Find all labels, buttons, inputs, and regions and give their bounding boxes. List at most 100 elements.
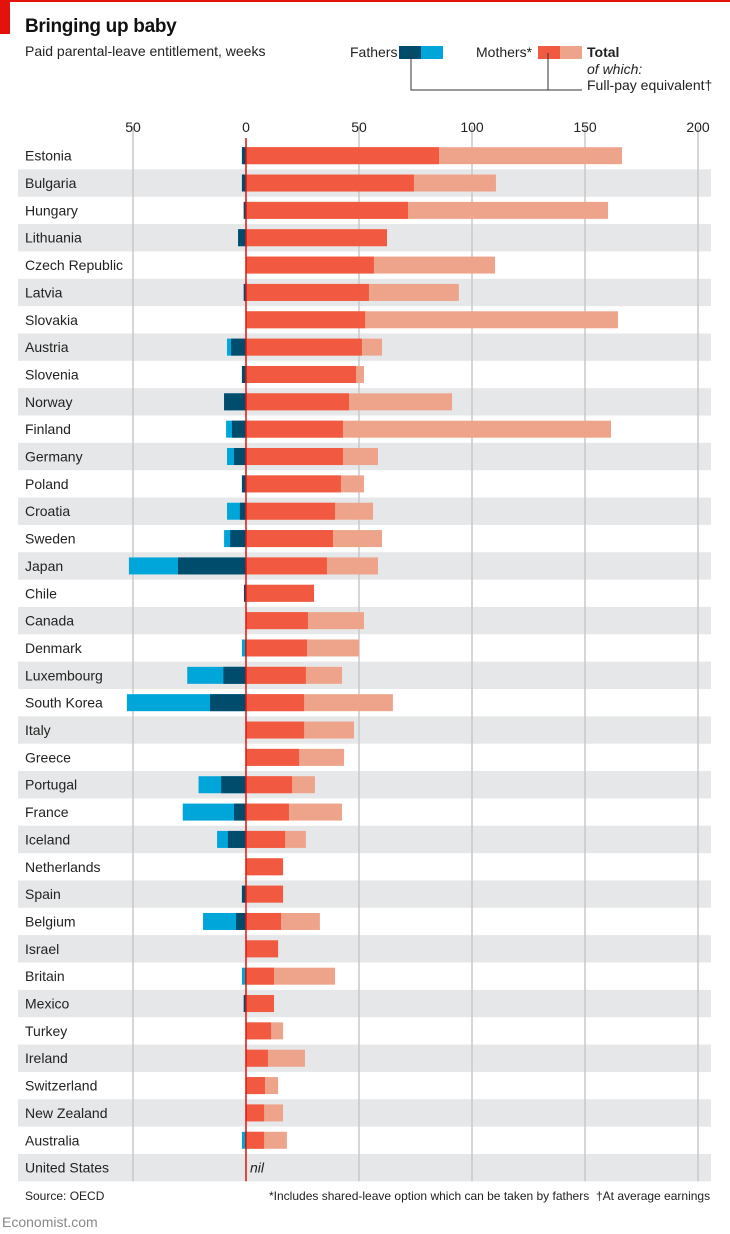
legend-connector-line xyxy=(410,53,582,91)
footnote-mothers: *Includes shared-leave option which can … xyxy=(269,1189,590,1203)
bar-fathers-full-pay xyxy=(241,365,246,383)
bar-mothers-full-pay xyxy=(246,803,289,821)
bar-mothers-full-pay xyxy=(246,229,388,247)
bar-fathers-full-pay xyxy=(241,174,246,192)
category-label: Canada xyxy=(25,613,74,629)
category-label: Portugal xyxy=(25,777,77,793)
bar-mothers-full-pay xyxy=(246,912,282,930)
category-label: Britain xyxy=(25,968,65,984)
bar-mothers-full-pay xyxy=(246,256,374,274)
category-label: South Korea xyxy=(25,695,103,711)
row-band xyxy=(18,661,711,689)
legend-mothers-label: Mothers* xyxy=(476,44,533,60)
row-band xyxy=(18,935,711,963)
bar-mothers-full-pay xyxy=(246,940,279,958)
category-label: Austria xyxy=(25,339,69,355)
brand-tab xyxy=(0,0,10,34)
source-note: Source: OECD xyxy=(25,1189,105,1203)
category-label: France xyxy=(25,804,69,820)
bar-mothers-full-pay xyxy=(246,1022,272,1040)
bar-fathers-total xyxy=(182,803,246,821)
bar-fathers-full-pay xyxy=(231,338,246,356)
bar-fathers-full-pay xyxy=(234,803,246,821)
category-label: Belgium xyxy=(25,913,76,929)
bar-fathers-full-pay xyxy=(177,557,246,575)
bar-fathers-full-pay xyxy=(231,420,246,438)
bar-fathers-full-pay xyxy=(243,201,246,219)
category-label: Italy xyxy=(25,722,51,738)
bar-mothers-full-pay xyxy=(246,776,293,794)
bar-fathers-full-pay xyxy=(221,776,246,794)
category-label: United States xyxy=(25,1160,109,1176)
category-label: Latvia xyxy=(25,284,63,300)
bar-fathers-full-pay xyxy=(234,448,246,466)
bar-mothers-full-pay xyxy=(246,147,440,165)
bar-mothers-full-pay xyxy=(246,283,369,301)
legend-fathers-full-swatch xyxy=(399,46,421,59)
row-band xyxy=(18,880,711,908)
bar-mothers-full-pay xyxy=(246,393,350,411)
legend-mothers-full-swatch xyxy=(538,46,560,59)
bar-mothers-full-pay xyxy=(246,694,305,712)
row-band xyxy=(18,771,711,799)
tick-label: 50 xyxy=(125,119,141,135)
legend-fathers-label: Fathers xyxy=(350,44,398,60)
row-band xyxy=(18,825,711,854)
tick-label: 50 xyxy=(351,119,367,135)
bar-fathers-full-pay xyxy=(243,283,246,301)
bar-fathers-full-pay xyxy=(210,694,246,712)
bar-mothers-full-pay xyxy=(246,365,357,383)
bar-mothers-full-pay xyxy=(246,967,275,985)
chart-subtitle: Paid parental-leave entitlement, weeks xyxy=(25,43,266,59)
nil-label: nil xyxy=(250,1160,265,1176)
bar-mothers-full-pay xyxy=(246,1104,265,1122)
bar-mothers-full-pay xyxy=(246,1131,265,1149)
chart-title: Bringing up baby xyxy=(25,16,177,37)
category-label: Israel xyxy=(25,941,59,957)
bar-fathers-full-pay xyxy=(243,995,246,1013)
category-label: Turkey xyxy=(25,1023,67,1039)
bar-fathers-full-pay xyxy=(241,885,246,903)
category-label: Greece xyxy=(25,749,71,765)
category-label: New Zealand xyxy=(25,1105,108,1121)
bar-fathers-total xyxy=(241,1131,246,1149)
row-band xyxy=(18,989,711,1018)
row-band xyxy=(18,606,711,635)
bar-mothers-full-pay xyxy=(246,639,308,657)
category-label: Norway xyxy=(25,394,72,410)
row-band xyxy=(18,1153,711,1182)
bar-mothers-full-pay xyxy=(246,748,300,766)
legend-of-which-label: of which: xyxy=(587,61,643,77)
category-label: Slovakia xyxy=(25,312,78,328)
bar-mothers-full-pay xyxy=(246,721,305,739)
bar-fathers-total xyxy=(241,967,246,985)
bar-mothers-full-pay xyxy=(246,830,286,848)
category-label: Bulgaria xyxy=(25,175,77,191)
bar-mothers-full-pay xyxy=(246,584,315,602)
bar-fathers-full-pay xyxy=(238,229,246,247)
category-label: Switzerland xyxy=(25,1078,97,1094)
category-label: Spain xyxy=(25,886,61,902)
bar-mothers-full-pay xyxy=(246,502,336,520)
tick-label: 200 xyxy=(686,119,710,135)
category-label: Poland xyxy=(25,476,69,492)
legend-fathers-total-swatch xyxy=(421,46,443,59)
bar-mothers-full-pay xyxy=(246,311,366,329)
tick-label: 100 xyxy=(460,119,484,135)
category-label: Japan xyxy=(25,558,63,574)
bar-mothers-full-pay xyxy=(246,201,409,219)
bar-mothers-full-pay xyxy=(246,338,362,356)
legend-total-label: Total xyxy=(587,44,620,60)
bar-mothers-full-pay xyxy=(246,557,327,575)
category-label: Luxembourg xyxy=(25,667,103,683)
bar-fathers-full-pay xyxy=(239,502,246,520)
category-label: Chile xyxy=(25,585,57,601)
legend-full-pay-label: Full-pay equivalent† xyxy=(587,77,713,93)
bar-mothers-full-pay xyxy=(246,858,284,876)
category-label: Iceland xyxy=(25,831,70,847)
bar-mothers-full-pay xyxy=(246,530,334,548)
category-label: Czech Republic xyxy=(25,257,123,273)
top-rule xyxy=(0,0,730,2)
bar-mothers-full-pay xyxy=(246,1077,265,1095)
